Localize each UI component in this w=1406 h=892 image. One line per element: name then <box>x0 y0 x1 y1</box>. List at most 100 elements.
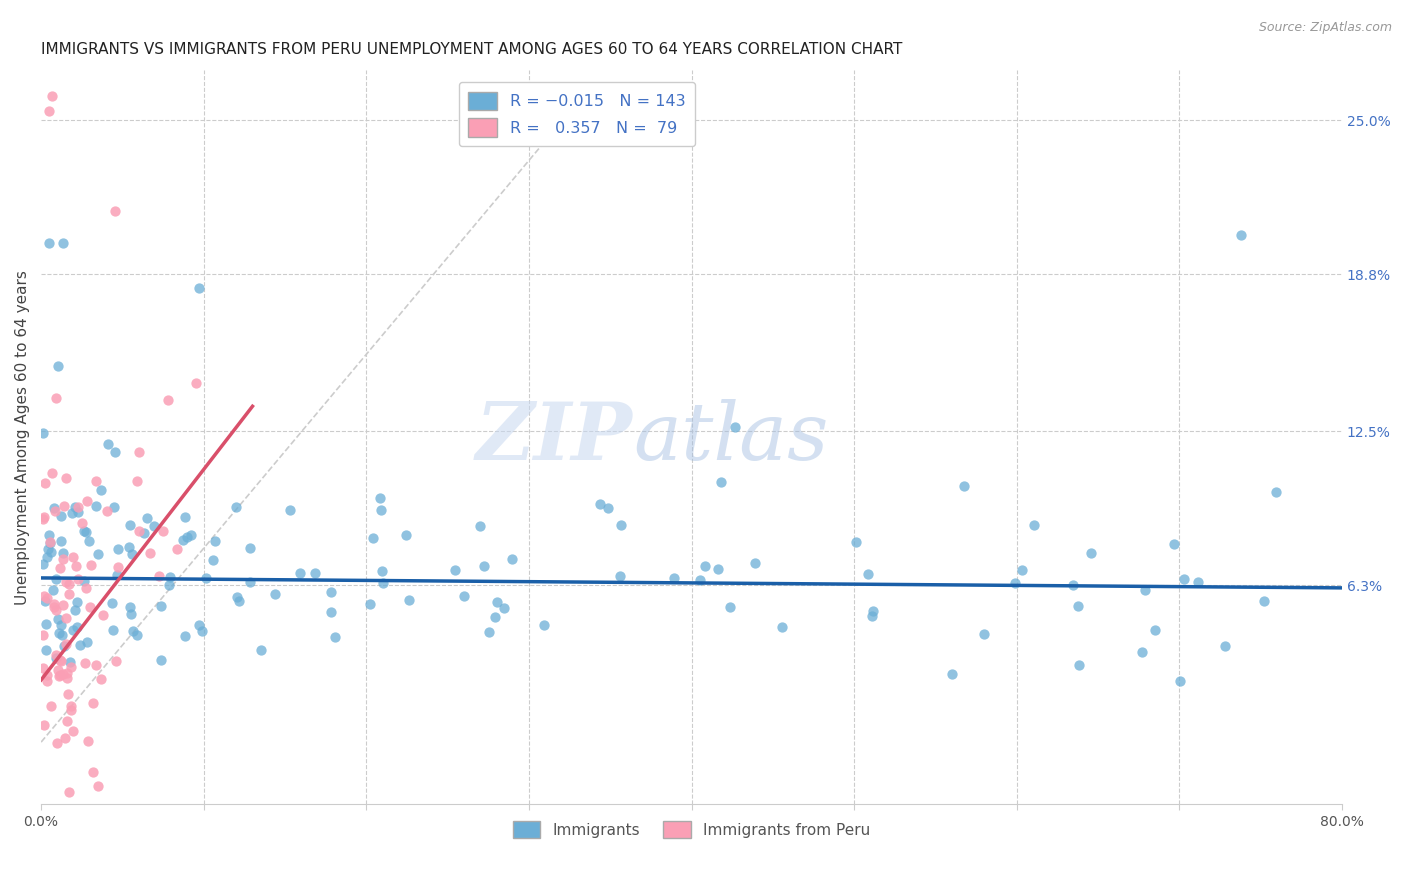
Point <box>862 604 884 618</box>
Point <box>107 559 129 574</box>
Point <box>52 499 75 513</box>
Point <box>250 642 273 657</box>
Point <box>1264 485 1286 500</box>
Point <box>58 587 80 601</box>
Point <box>125 628 148 642</box>
Point <box>174 629 197 643</box>
Point <box>494 600 516 615</box>
Point <box>48 653 70 667</box>
Point <box>319 605 342 619</box>
Point <box>84 499 107 513</box>
Point <box>172 533 194 548</box>
Point <box>609 569 631 583</box>
Point <box>157 578 180 592</box>
Point <box>45 391 67 405</box>
Point <box>56 665 79 680</box>
Point <box>52 552 75 566</box>
Point <box>107 568 129 582</box>
Point <box>65 620 87 634</box>
Point <box>42 599 65 614</box>
Point <box>91 607 114 622</box>
Point <box>1022 518 1045 533</box>
Point <box>69 638 91 652</box>
Point <box>371 576 394 591</box>
Point <box>174 509 197 524</box>
Point <box>48 626 70 640</box>
Point <box>48 669 70 683</box>
Point <box>598 501 620 516</box>
Point <box>321 584 343 599</box>
Point <box>39 535 62 549</box>
Point <box>858 566 880 581</box>
Point <box>38 103 60 118</box>
Point <box>860 609 883 624</box>
Point <box>609 517 631 532</box>
Point <box>187 281 209 295</box>
Point <box>53 731 76 745</box>
Point <box>103 500 125 515</box>
Point <box>58 577 80 591</box>
Point <box>41 467 63 481</box>
Point <box>66 505 89 519</box>
Point <box>239 541 262 556</box>
Point <box>49 668 72 682</box>
Point <box>73 524 96 539</box>
Point <box>107 542 129 557</box>
Point <box>41 89 63 103</box>
Point <box>84 657 107 672</box>
Point <box>973 626 995 640</box>
Point <box>395 528 418 542</box>
Point <box>56 714 79 729</box>
Point <box>176 529 198 543</box>
Point <box>1187 574 1209 589</box>
Point <box>370 503 392 517</box>
Point <box>152 524 174 539</box>
Point <box>80 558 103 572</box>
Point <box>589 497 612 511</box>
Point <box>186 376 208 390</box>
Point <box>82 764 104 779</box>
Point <box>941 667 963 681</box>
Point <box>53 639 76 653</box>
Point <box>127 474 149 488</box>
Point <box>51 628 73 642</box>
Point <box>724 420 747 434</box>
Point <box>65 595 87 609</box>
Point <box>45 572 67 586</box>
Point <box>49 618 72 632</box>
Point <box>55 611 77 625</box>
Point <box>118 518 141 533</box>
Point <box>501 551 523 566</box>
Point <box>34 617 56 632</box>
Point <box>49 533 72 548</box>
Point <box>32 512 55 526</box>
Point <box>120 607 142 622</box>
Point <box>204 533 226 548</box>
Point <box>128 444 150 458</box>
Point <box>323 630 346 644</box>
Point <box>100 596 122 610</box>
Point <box>1011 563 1033 577</box>
Point <box>89 483 111 497</box>
Point <box>1163 537 1185 551</box>
Point <box>35 591 58 605</box>
Point <box>52 236 75 251</box>
Point <box>60 703 83 717</box>
Point <box>1213 639 1236 653</box>
Point <box>132 526 155 541</box>
Point <box>45 651 67 665</box>
Point <box>62 624 84 638</box>
Point <box>845 535 868 549</box>
Point <box>46 736 69 750</box>
Point <box>953 479 976 493</box>
Point <box>443 563 465 577</box>
Point <box>66 572 89 586</box>
Point <box>1067 658 1090 673</box>
Point <box>1062 578 1084 592</box>
Point <box>156 393 179 408</box>
Point <box>55 471 77 485</box>
Y-axis label: Unemployment Among Ages 60 to 64 years: Unemployment Among Ages 60 to 64 years <box>15 270 30 605</box>
Point <box>34 476 56 491</box>
Point <box>84 474 107 488</box>
Point <box>82 696 104 710</box>
